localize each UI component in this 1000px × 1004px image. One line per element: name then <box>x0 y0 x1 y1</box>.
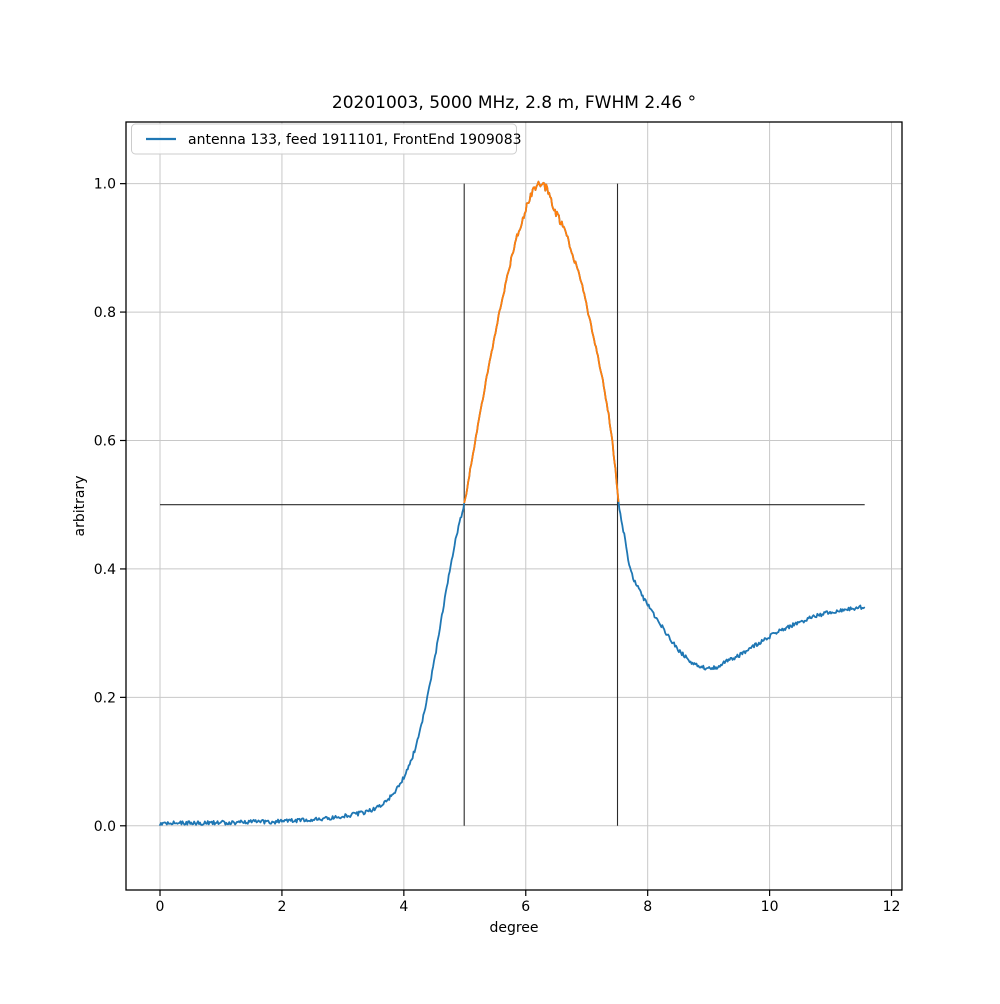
y-tick-label: 0.2 <box>94 690 116 706</box>
y-tick-label: 0.4 <box>94 562 116 578</box>
y-axis-label: arbitrary <box>72 476 88 537</box>
reference-lines <box>160 183 865 826</box>
legend-box <box>131 123 517 155</box>
plot-border <box>125 121 903 891</box>
tick-labels: 0 2 4 6 8 10 12 0.0 0.2 0.4 0.6 0.8 1.0 <box>94 177 901 915</box>
x-tick-label: 6 <box>521 899 530 915</box>
y-tick-label: 1.0 <box>94 177 116 193</box>
legend: antenna 133, feed 1911101, FrontEnd 1909… <box>131 123 522 155</box>
y-tick-label: 0.6 <box>94 434 116 450</box>
x-tick-label: 8 <box>643 899 652 915</box>
x-tick-label: 12 <box>883 899 901 915</box>
legend-label: antenna 133, feed 1911101, FrontEnd 1909… <box>188 132 522 148</box>
x-axis-label: degree <box>489 920 538 936</box>
x-tick-label: 10 <box>761 899 779 915</box>
axis-ticks <box>120 183 893 896</box>
y-tick-label: 0.8 <box>94 305 116 321</box>
x-tick-label: 4 <box>399 899 408 915</box>
y-tick-label: 0.0 <box>94 819 116 835</box>
x-tick-label: 2 <box>277 899 286 915</box>
curves <box>159 180 866 826</box>
fwhm-highlight-curve <box>463 180 620 504</box>
beam-curve <box>159 180 866 826</box>
x-tick-label: 0 <box>156 899 165 915</box>
chart-title: 20201003, 5000 MHz, 2.8 m, FWHM 2.46 ° <box>332 93 696 113</box>
gridlines <box>126 122 902 890</box>
